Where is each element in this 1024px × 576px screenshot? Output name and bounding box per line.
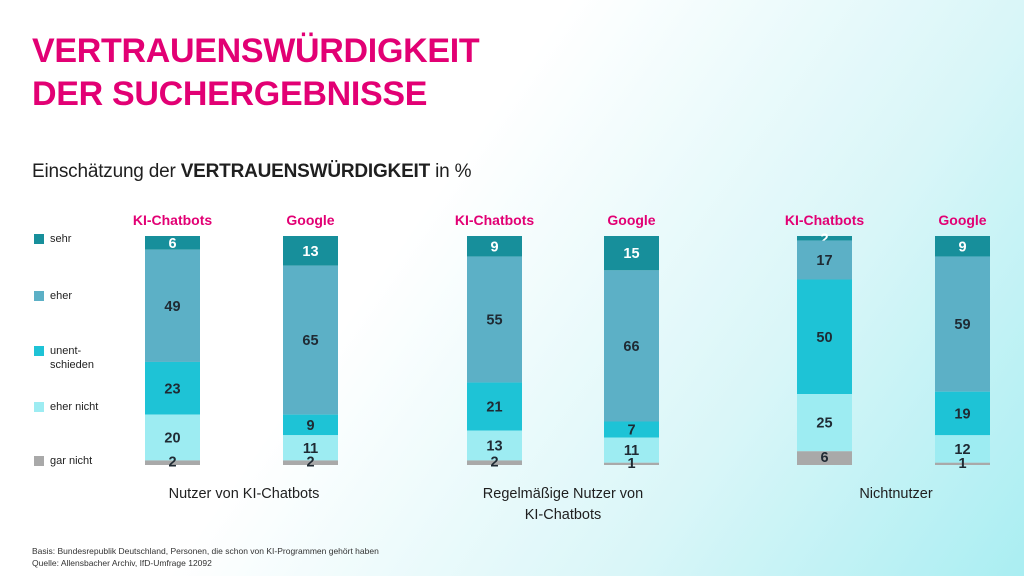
bar-segment-gar-nicht <box>604 462 659 465</box>
bar-segment-eher-nicht <box>467 430 522 461</box>
group-caption: Nutzer von KI-Chatbots <box>169 486 320 502</box>
data-label-gar-nicht: 2 <box>306 455 314 471</box>
legend-swatch <box>34 402 44 412</box>
bar-segment-sehr <box>797 236 852 241</box>
legend-swatch <box>34 291 44 301</box>
bar-segment-eher <box>283 265 338 415</box>
bar-header-google: Google <box>607 212 655 228</box>
footer-basis: Basis: Bundesrepublik Deutschland, Perso… <box>32 546 379 556</box>
title-line-2: DER SUCHERGEBNISSE <box>32 75 428 113</box>
legend-item-eher-nicht: eher nicht <box>34 400 130 414</box>
group-caption-line: KI-Chatbots <box>525 507 602 523</box>
bar-segment-gar-nicht <box>145 460 200 465</box>
data-label-eher: 17 <box>816 253 832 269</box>
bar-segment-gar-nicht <box>797 451 852 465</box>
data-label-sehr: 13 <box>302 244 318 260</box>
data-label-eher-nicht: 12 <box>954 442 970 458</box>
bar-segment-eher-nicht <box>604 437 659 463</box>
data-label-eher-nicht: 11 <box>303 441 318 457</box>
footer-source: Quelle: Allensbacher Archiv, IfD-Umfrage… <box>32 558 212 568</box>
bar-segment-gar-nicht <box>935 462 990 465</box>
legend-label: gar nicht <box>50 455 93 467</box>
subtitle-bold: VERTRAUENSWÜRDIGKEIT <box>180 161 431 182</box>
data-label-sehr: 2 <box>820 231 828 247</box>
bar-segment-unentschieden <box>604 421 659 438</box>
data-label-unentschieden: 7 <box>627 423 635 439</box>
data-label-eher-nicht: 20 <box>164 431 180 447</box>
group-caption: Nichtnutzer <box>859 486 933 502</box>
data-label-gar-nicht: 6 <box>820 450 828 466</box>
data-label-gar-nicht: 2 <box>168 455 176 471</box>
page-title: VERTRAUENSWÜRDIGKEIT DER SUCHERGEBNISSE <box>32 30 480 116</box>
group-caption-line: Nutzer von KI-Chatbots <box>169 486 320 502</box>
data-label-eher-nicht: 25 <box>816 416 832 432</box>
bar-segment-sehr <box>283 236 338 266</box>
data-label-eher: 49 <box>164 299 180 315</box>
bar-segment-sehr <box>467 236 522 257</box>
legend-item-eher: eher <box>34 289 130 303</box>
data-label-eher: 65 <box>302 333 318 349</box>
data-label-sehr: 15 <box>623 246 639 262</box>
bar-header-kichatbots: KI-Chatbots <box>133 212 213 228</box>
legend-label: eher <box>50 290 73 302</box>
data-label-unentschieden: 50 <box>816 330 832 346</box>
bar-header-google: Google <box>286 212 334 228</box>
data-label-sehr: 6 <box>168 236 176 252</box>
bar-segment-gar-nicht <box>467 460 522 465</box>
data-label-sehr: 9 <box>958 239 966 255</box>
group-caption-line: Regelmäßige Nutzer von <box>483 486 643 502</box>
footer: Basis: Bundesrepublik Deutschland, Perso… <box>32 545 379 569</box>
legend-label: unent-schieden <box>50 345 95 371</box>
data-label-unentschieden: 21 <box>486 400 502 416</box>
title-line-1: VERTRAUENSWÜRDIGKEIT <box>32 32 480 70</box>
data-label-unentschieden: 23 <box>164 381 180 397</box>
legend-swatch <box>34 234 44 244</box>
group-caption-line: Nichtnutzer <box>859 486 933 502</box>
bar-segment-eher-nicht <box>145 414 200 461</box>
legend-label: eher nicht <box>50 401 99 413</box>
legend-swatch <box>34 346 44 356</box>
bar-segment-eher-nicht <box>797 394 852 452</box>
legend-item-gar-nicht: gar nicht <box>34 454 130 468</box>
bar-segment-eher <box>145 249 200 362</box>
data-label-gar-nicht: 1 <box>627 456 635 472</box>
subtitle-normal: Einschätzung der <box>32 161 181 182</box>
legend-item-unentschieden: unent-schieden <box>34 344 130 372</box>
data-label-unentschieden: 19 <box>954 406 970 422</box>
data-label-gar-nicht: 2 <box>490 455 498 471</box>
bar-segment-unentschieden <box>797 279 852 395</box>
bar-segment-unentschieden <box>935 391 990 436</box>
group-caption: Regelmäßige Nutzer von KI-Chatbots <box>483 486 643 523</box>
chart-subtitle: Einschätzung der VERTRAUENSWÜRDIGKEIT in… <box>32 160 471 184</box>
data-label-eher: 59 <box>954 317 970 333</box>
bar-header-google: Google <box>938 212 986 228</box>
legend-item-sehr: sehr <box>34 232 130 246</box>
bar-header-kichatbots: KI-Chatbots <box>785 212 865 228</box>
subtitle-tail: in % <box>430 161 472 182</box>
data-label-sehr: 9 <box>490 239 498 255</box>
data-label-eher: 66 <box>623 339 639 355</box>
bar-segment-gar-nicht <box>283 460 338 465</box>
data-label-eher-nicht: 13 <box>486 439 502 455</box>
bar-segment-eher <box>935 256 990 392</box>
bar-segment-eher <box>604 270 659 422</box>
data-label-eher-nicht: 11 <box>624 443 639 459</box>
legend-swatch <box>34 456 44 466</box>
bar-segment-unentschieden <box>283 414 338 436</box>
data-label-gar-nicht: 1 <box>958 456 966 472</box>
bar-segment-eher <box>467 256 522 383</box>
bar-segment-sehr <box>935 236 990 257</box>
bar-segment-eher-nicht <box>283 435 338 461</box>
bar-header-kichatbots: KI-Chatbots <box>455 212 535 228</box>
bar-segment-sehr <box>604 236 659 271</box>
data-label-unentschieden: 9 <box>306 418 314 434</box>
bar-segment-unentschieden <box>467 382 522 431</box>
data-label-eher: 55 <box>486 313 502 329</box>
bar-segment-sehr <box>145 236 200 250</box>
legend-label: sehr <box>50 233 72 245</box>
bar-segment-eher <box>797 240 852 280</box>
bar-segment-unentschieden <box>145 361 200 415</box>
bar-segment-eher-nicht <box>935 435 990 463</box>
